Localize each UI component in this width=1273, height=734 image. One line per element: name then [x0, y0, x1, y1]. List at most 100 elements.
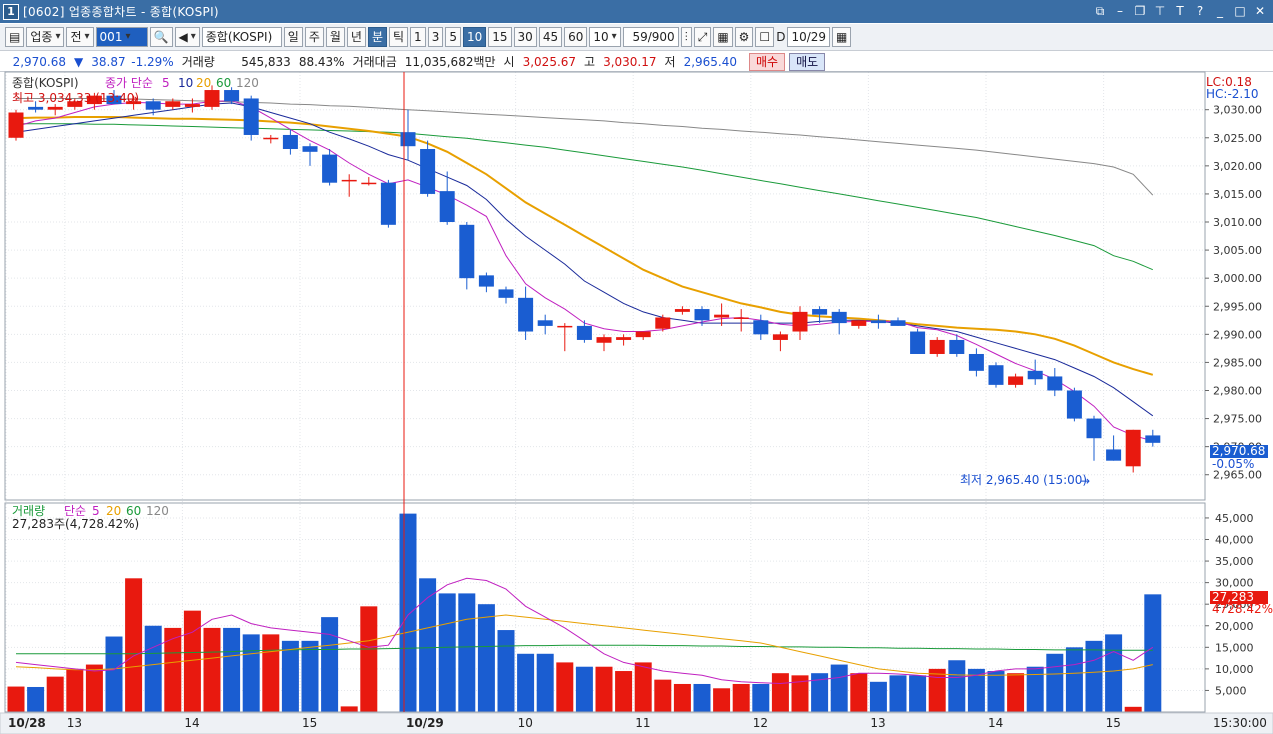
volume-bar[interactable] — [713, 688, 731, 712]
volume-bar[interactable] — [223, 627, 241, 712]
period-minute[interactable]: 분 — [367, 27, 387, 47]
grid-icon[interactable]: ▦ — [713, 27, 733, 47]
candle-body[interactable] — [694, 309, 710, 321]
candle-body[interactable] — [126, 101, 142, 105]
candle-body[interactable] — [910, 331, 926, 354]
interval-5[interactable]: 5 — [445, 27, 461, 47]
volume-bar[interactable] — [517, 653, 535, 712]
price-legend-name[interactable]: 종합(KOSPI) — [12, 76, 79, 90]
period-day[interactable]: 일 — [283, 27, 303, 47]
volume-bar[interactable] — [340, 706, 358, 712]
code-input[interactable]: 001 — [95, 27, 148, 47]
pin-icon[interactable]: ⊤ — [1154, 4, 1166, 18]
volume-legend-ma[interactable]: 단순 — [64, 504, 86, 518]
candle-body[interactable] — [968, 353, 984, 371]
period-tick[interactable]: 틱 — [389, 27, 409, 47]
candle-body[interactable] — [831, 311, 847, 324]
volume-bar[interactable] — [125, 578, 143, 712]
candle-body[interactable] — [1008, 376, 1024, 385]
volume-bar[interactable] — [477, 604, 495, 712]
candle-body[interactable] — [47, 106, 63, 110]
candle-body[interactable] — [1106, 449, 1122, 461]
candle-body[interactable] — [576, 325, 592, 340]
price-legend-ma[interactable]: 종가 단순 — [105, 76, 153, 90]
date-field[interactable]: 10/29 — [787, 27, 831, 47]
candle-body[interactable] — [792, 311, 808, 332]
window-minimize-icon[interactable]: _ — [1217, 4, 1223, 18]
volume-bar[interactable] — [1065, 647, 1083, 712]
volume-bar[interactable] — [7, 686, 25, 712]
volume-bar[interactable] — [654, 679, 672, 712]
candle-body[interactable] — [459, 224, 475, 279]
candle-body[interactable] — [949, 339, 965, 354]
calendar-icon[interactable]: ▦ — [832, 27, 852, 47]
candle-body[interactable] — [86, 95, 102, 105]
candle-body[interactable] — [243, 98, 259, 135]
period-week[interactable]: 주 — [304, 27, 324, 47]
volume-bar[interactable] — [909, 675, 927, 712]
volume-bar[interactable] — [575, 666, 593, 712]
volume-bar[interactable] — [458, 593, 476, 712]
candle-body[interactable] — [184, 104, 200, 107]
volume-bar[interactable] — [321, 617, 339, 712]
price-legend-ma20[interactable]: 20 — [196, 76, 211, 90]
all-select[interactable]: 전 — [66, 27, 94, 47]
search-icon[interactable]: 🔍 — [149, 27, 173, 47]
font-size-icon[interactable]: T — [1176, 4, 1184, 18]
candle-body[interactable] — [1086, 418, 1102, 439]
candle-body[interactable] — [224, 90, 240, 102]
volume-bar[interactable] — [66, 668, 84, 712]
volume-bar[interactable] — [46, 676, 64, 712]
volume-bar[interactable] — [1124, 706, 1142, 712]
candle-body[interactable] — [772, 334, 788, 340]
candle-body[interactable] — [1125, 429, 1141, 467]
candle-body[interactable] — [322, 154, 338, 183]
volume-bar[interactable] — [360, 606, 378, 712]
candle-body[interactable] — [714, 314, 730, 318]
volume-bar[interactable] — [105, 636, 123, 712]
volume-bar[interactable] — [673, 683, 691, 712]
candle-body[interactable] — [361, 182, 377, 185]
volume-bar[interactable] — [732, 683, 750, 712]
interval-30[interactable]: 30 — [513, 27, 537, 47]
buy-button[interactable]: 매수 — [749, 52, 786, 71]
interval-45[interactable]: 45 — [538, 27, 563, 47]
interval-value-select[interactable]: 10 — [589, 27, 621, 47]
window-number-badge[interactable]: 1 — [3, 3, 19, 20]
volume-bar[interactable] — [536, 653, 554, 712]
volume-bar[interactable] — [203, 627, 221, 712]
candle-body[interactable] — [400, 132, 416, 147]
volume-bar[interactable] — [242, 634, 260, 712]
candle-body[interactable] — [1047, 376, 1063, 391]
volume-bar[interactable] — [1026, 666, 1044, 712]
date-checkbox[interactable]: ☐ — [755, 27, 775, 47]
candle-body[interactable] — [439, 191, 455, 223]
candle-body[interactable] — [988, 365, 1004, 385]
volume-legend-ma60[interactable]: 60 — [126, 504, 141, 518]
candle-body[interactable] — [674, 309, 690, 312]
candle-body[interactable] — [616, 337, 632, 340]
candle-body[interactable] — [1066, 390, 1082, 419]
volume-legend-ma20[interactable]: 20 — [106, 504, 121, 518]
volume-bar[interactable] — [1085, 640, 1103, 712]
candle-body[interactable] — [204, 90, 220, 107]
candle-body[interactable] — [67, 101, 83, 107]
volume-bar[interactable] — [262, 634, 280, 712]
candle-body[interactable] — [8, 112, 24, 138]
volume-legend-name[interactable]: 거래량 — [12, 504, 45, 518]
close-icon[interactable]: ✕ — [1254, 4, 1266, 18]
candle-body[interactable] — [635, 331, 651, 338]
volume-bar[interactable] — [889, 675, 907, 712]
price-legend-ma60[interactable]: 60 — [216, 76, 231, 90]
sound-icon[interactable]: ◀ — [174, 27, 200, 47]
volume-legend-ma5[interactable]: 5 — [92, 504, 100, 518]
help-icon[interactable]: ? — [1196, 4, 1204, 18]
volume-bar[interactable] — [869, 681, 887, 712]
volume-bar[interactable] — [183, 610, 201, 712]
interval-10[interactable]: 10 — [462, 27, 487, 47]
interval-60[interactable]: 60 — [564, 27, 588, 47]
volume-bar[interactable] — [556, 662, 574, 712]
volume-bar[interactable] — [1144, 594, 1162, 712]
sell-button[interactable]: 매도 — [789, 52, 826, 71]
